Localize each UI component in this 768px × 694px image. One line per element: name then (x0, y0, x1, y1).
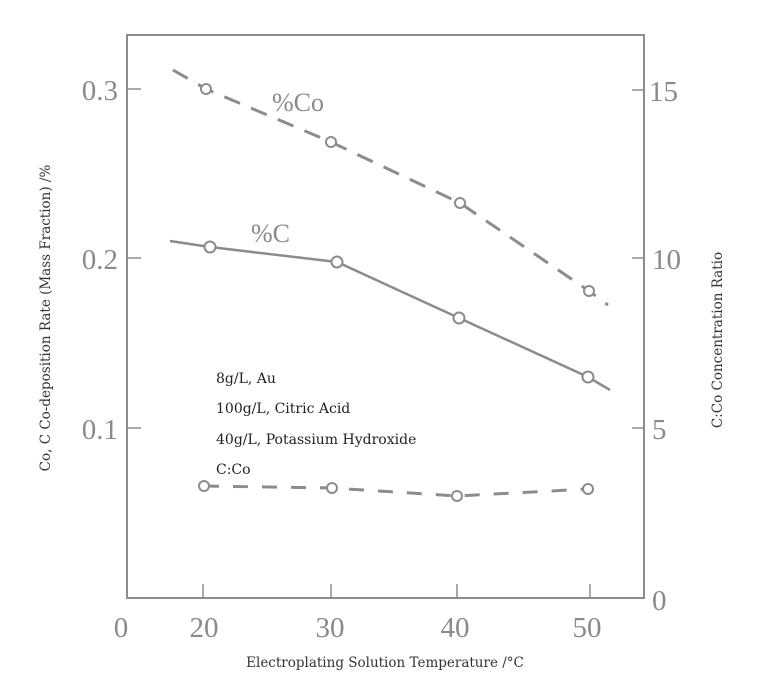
series-c-co-ratio (198, 480, 594, 502)
left-tick-0.2: 0.2 (82, 244, 118, 276)
series-c (169, 239, 611, 392)
right-tick-10: 10 (652, 244, 681, 276)
annotation-citric-acid: 100g/L, Citric Acid (216, 401, 350, 417)
x-tick-30: 30 (316, 612, 345, 644)
series-co (172, 68, 609, 307)
right-tick-5: 5 (652, 414, 667, 446)
annotation-au: 8g/L, Au (216, 371, 276, 387)
annotation-c-co: C:Co (216, 462, 251, 478)
series-label-co: %Co (272, 88, 324, 117)
x-axis: 0 20 30 40 50 (114, 584, 602, 644)
x-tick-20: 20 (190, 612, 219, 644)
annotation-koh: 40g/L, Potassium Hydroxide (216, 432, 416, 448)
conditions-annotation: 8g/L, Au 100g/L, Citric Acid 40g/L, Pota… (216, 371, 416, 478)
x-tick-0: 0 (114, 612, 129, 644)
right-y-axis-title: C:Co Concentration Ratio (710, 252, 726, 428)
x-tick-40: 40 (441, 612, 470, 644)
left-y-axis: 0.3 0.2 0.1 (82, 75, 141, 446)
x-axis-title: Electroplating Solution Temperature /°C (246, 655, 524, 671)
plot-frame (126, 34, 645, 599)
right-tick-0: 0 (652, 585, 667, 617)
left-tick-0.3: 0.3 (82, 75, 118, 107)
left-tick-0.1: 0.1 (82, 414, 118, 446)
series-label-c: %C (251, 219, 290, 248)
left-y-axis-title: Co, C Co-deposition Rate (Mass Fraction)… (38, 165, 54, 472)
right-y-axis: 15 10 5 0 (632, 76, 681, 617)
x-tick-50: 50 (573, 612, 602, 644)
right-tick-15: 15 (649, 76, 678, 108)
